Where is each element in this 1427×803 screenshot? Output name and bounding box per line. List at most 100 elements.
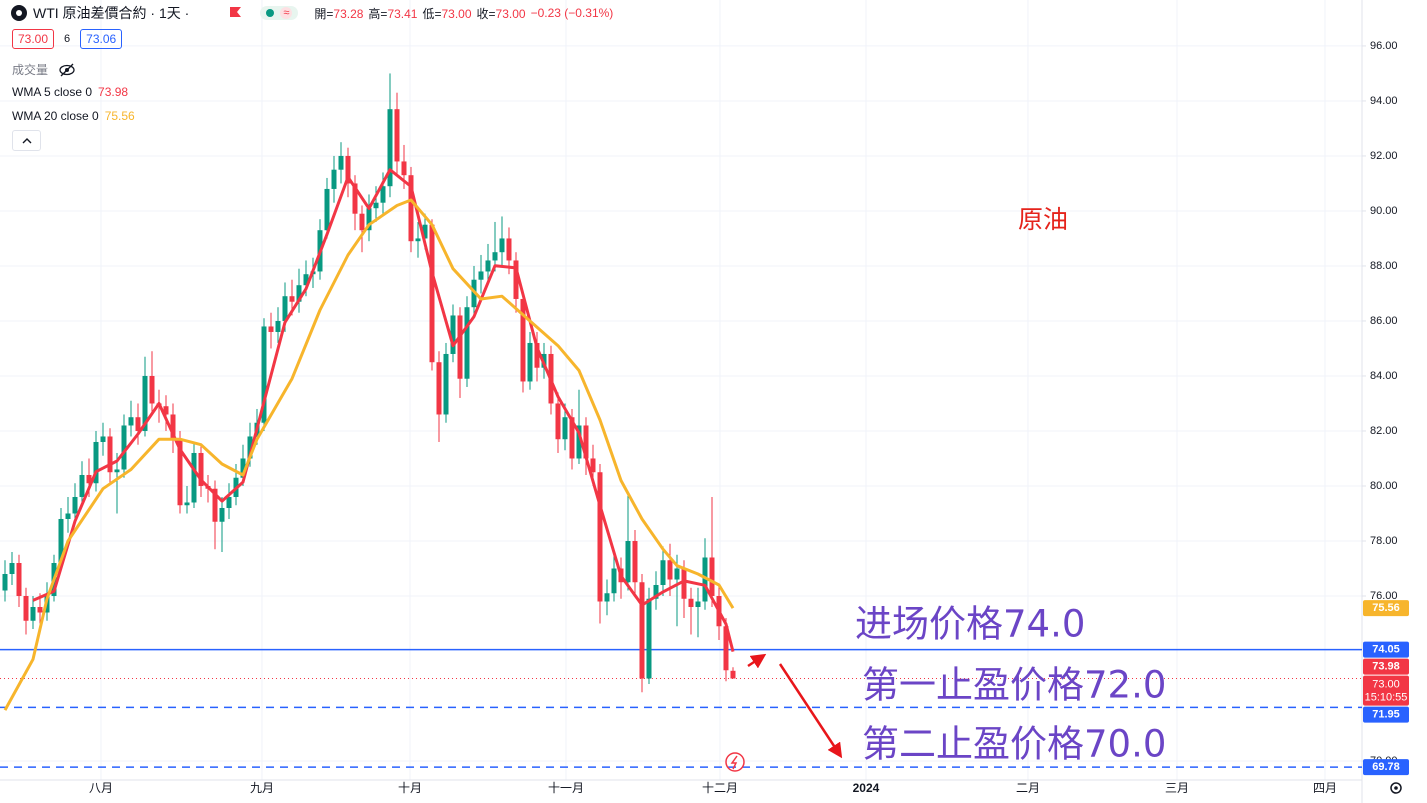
annotation: 第二止盈价格70.0 (862, 723, 1166, 766)
candle-body (422, 224, 428, 239)
candle-body (611, 568, 617, 594)
hide-icon[interactable] (58, 62, 76, 78)
collapse-button[interactable] (12, 130, 41, 151)
y-tick-label: 76.00 (1370, 590, 1398, 602)
candle-body (569, 417, 575, 459)
candle-body (86, 474, 92, 484)
volume-label: 成交量 (12, 63, 49, 77)
candle-body (338, 155, 344, 170)
candle-body (499, 238, 505, 253)
candle-body (401, 161, 407, 176)
price-label: 71.95 (1372, 709, 1400, 721)
candle-body (653, 585, 659, 599)
candle-body (184, 502, 190, 506)
candle-body (345, 155, 351, 184)
candle-body (464, 307, 470, 379)
candle-body (142, 375, 148, 431)
candle-body (478, 271, 484, 280)
plot (0, 73, 1362, 768)
ohlc-label: 高= (368, 6, 388, 21)
y-tick-label: 94.00 (1370, 95, 1398, 107)
ohlc-value: 73.00 (495, 6, 526, 21)
ohlc-value: 73.28 (333, 6, 364, 21)
price-label-box (1363, 675, 1409, 706)
candle-body (709, 557, 715, 597)
candle-body (289, 296, 295, 302)
candle-body (492, 252, 498, 261)
indicator-line (3, 198, 735, 711)
x-tick-label: 十月 (398, 781, 422, 795)
candle-body (149, 375, 155, 404)
candle-body (30, 607, 36, 621)
candle-body (121, 425, 127, 470)
candle-body (226, 496, 232, 508)
status-chip[interactable]: ≈ (260, 6, 299, 20)
candle-body (436, 362, 442, 415)
y-tick-label: 92.00 (1370, 150, 1398, 162)
candle-body (359, 213, 365, 231)
ohlc-label: 低= (422, 6, 442, 21)
candle-body (247, 436, 253, 459)
candle-body (303, 274, 309, 286)
chevron (22, 137, 31, 143)
candle-body (366, 208, 372, 231)
status-wave: ≈ (280, 7, 293, 19)
x-tick-label: 九月 (250, 781, 274, 795)
candle-body (534, 342, 540, 368)
candle-body (352, 183, 358, 214)
x-tick-label: 二月 (1016, 781, 1040, 795)
buy-price[interactable]: 73.06 (80, 29, 123, 49)
spread: 6 (64, 33, 71, 45)
ohlc-label: 開= (314, 6, 334, 21)
candle-body (58, 518, 64, 563)
x-tick-label: 八月 (89, 781, 113, 795)
candle-body (261, 326, 267, 423)
price-label-box (1363, 641, 1409, 658)
candle-body (93, 441, 99, 484)
candle-body (275, 320, 281, 332)
candle-body (114, 469, 120, 473)
ohlc-value: 73.41 (387, 6, 418, 21)
candle-body (212, 488, 218, 522)
candle-body (485, 260, 491, 272)
annotation: 原油 (1018, 205, 1068, 234)
y-tick-label: 90.00 (1370, 205, 1398, 217)
candle-body (597, 472, 603, 602)
legend-item: WMA 5 close 0 73.98 (12, 85, 128, 99)
x-tick-label: 2024 (853, 781, 880, 795)
candle-body (674, 568, 680, 580)
candle-body (219, 507, 225, 522)
candle-body (625, 540, 631, 583)
settings-icon[interactable] (1390, 782, 1402, 794)
candle-body (450, 315, 456, 354)
candle-body (632, 540, 638, 583)
candle-body (324, 188, 330, 231)
candle-body (730, 670, 736, 679)
candle-body (639, 582, 645, 679)
candle-body (296, 285, 302, 302)
y-tick-label: 82.00 (1370, 425, 1398, 437)
annotation: 第一止盈价格72.0 (862, 664, 1166, 707)
candle-body (16, 562, 22, 597)
candle-body (9, 562, 15, 574)
sell-price[interactable]: 73.00 (12, 29, 55, 49)
events-icon[interactable] (725, 752, 745, 772)
candle-body (555, 403, 561, 440)
symbol[interactable]: WTI 原油差價合約 · 1天 · (33, 5, 190, 21)
candle-body (373, 202, 379, 209)
candle-body (72, 496, 78, 514)
candle-body (170, 414, 176, 440)
y-tick-label: 96.00 (1370, 40, 1398, 52)
x-tick-label: 十一月 (548, 781, 584, 795)
candle-body (513, 260, 519, 299)
ohlc-label: 收= (476, 6, 496, 21)
price-label: 75.56 (1372, 602, 1400, 614)
candle-body (688, 598, 694, 608)
candle-body (107, 436, 113, 473)
candle-body (527, 342, 533, 382)
logo (11, 5, 27, 21)
flag[interactable] (227, 5, 243, 21)
candle-body (562, 417, 568, 440)
candle-body (723, 626, 729, 671)
candle-body (681, 568, 687, 599)
